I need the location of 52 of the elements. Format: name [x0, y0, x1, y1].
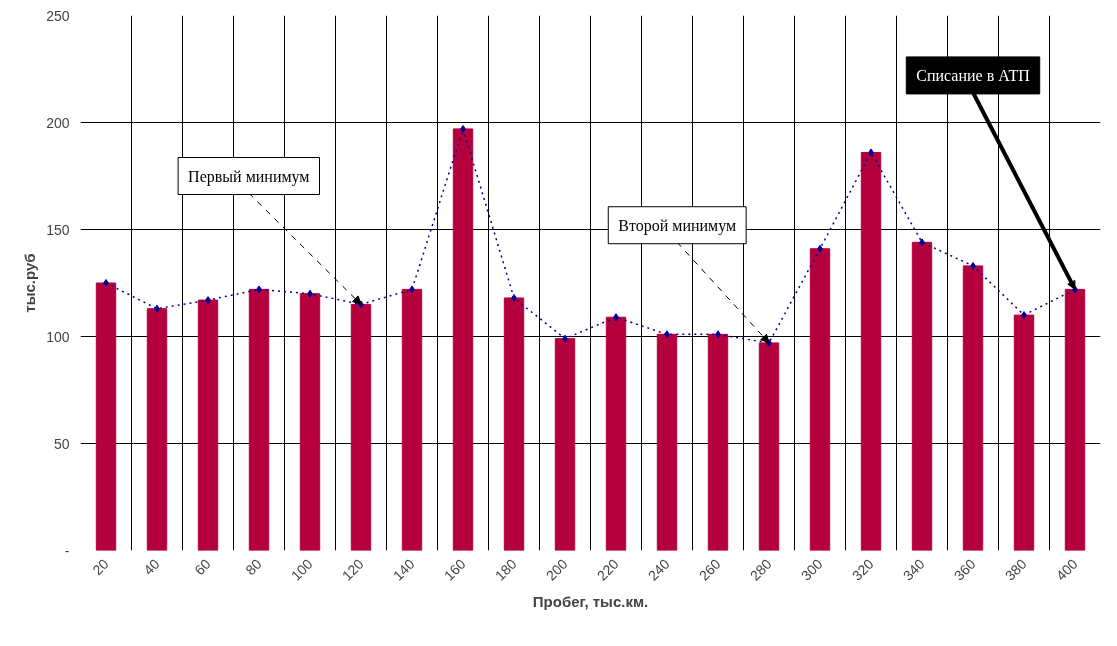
y-tick-label: 200 [46, 114, 70, 131]
x-tick-label: 320 [848, 555, 877, 584]
bar [605, 316, 627, 551]
bar [758, 342, 780, 551]
x-tick-label: 140 [389, 555, 418, 584]
x-tick-label: 20 [89, 555, 112, 579]
x-tick-label: 400 [1052, 555, 1081, 584]
y-tick-label: - [64, 542, 70, 559]
y-tick-label: 100 [46, 328, 70, 345]
x-tick-label: 260 [695, 555, 724, 584]
bar [1064, 288, 1086, 551]
x-tick-label: 40 [140, 555, 163, 579]
bar [911, 241, 933, 551]
bar [350, 303, 372, 551]
x-tick-label: 100 [287, 555, 316, 584]
y-axis-title: тыс.руб [21, 253, 39, 313]
bar [248, 288, 270, 551]
bar [197, 299, 219, 551]
x-tick-label: 240 [644, 555, 673, 584]
bar [707, 333, 729, 551]
x-axis-title: Пробег, тыс.км. [532, 593, 649, 611]
bar [401, 288, 423, 551]
annotation: Списание в АТП [916, 66, 1031, 84]
y-tick-label: 150 [46, 221, 70, 238]
bar [1013, 314, 1035, 551]
x-tick-label: 340 [899, 555, 928, 584]
bar [962, 265, 984, 551]
x-tick-label: 220 [593, 555, 622, 584]
x-tick-label: 200 [542, 555, 571, 584]
annotation: Первый минимум [188, 167, 310, 186]
bar [860, 151, 882, 551]
x-tick-label: 300 [797, 555, 826, 584]
x-tick-label: 180 [491, 555, 520, 584]
bar [503, 297, 525, 551]
bar [95, 282, 117, 551]
x-tick-label: 280 [746, 555, 775, 584]
x-tick-label: 120 [338, 555, 367, 584]
bar [299, 293, 321, 551]
bar [656, 333, 678, 551]
bar [554, 338, 576, 551]
annotation: Второй минимум [618, 216, 737, 235]
x-tick-label: 80 [242, 555, 265, 579]
point [103, 279, 109, 287]
y-tick-label: 50 [53, 435, 70, 452]
x-tick-label: 160 [440, 555, 469, 584]
x-tick-label: 380 [1001, 555, 1030, 584]
x-tick-label: 60 [191, 555, 214, 579]
y-tick-label: 250 [46, 7, 70, 24]
bar [452, 128, 474, 551]
bar [146, 308, 168, 551]
x-tick-label: 360 [950, 555, 979, 584]
bar [809, 248, 831, 551]
